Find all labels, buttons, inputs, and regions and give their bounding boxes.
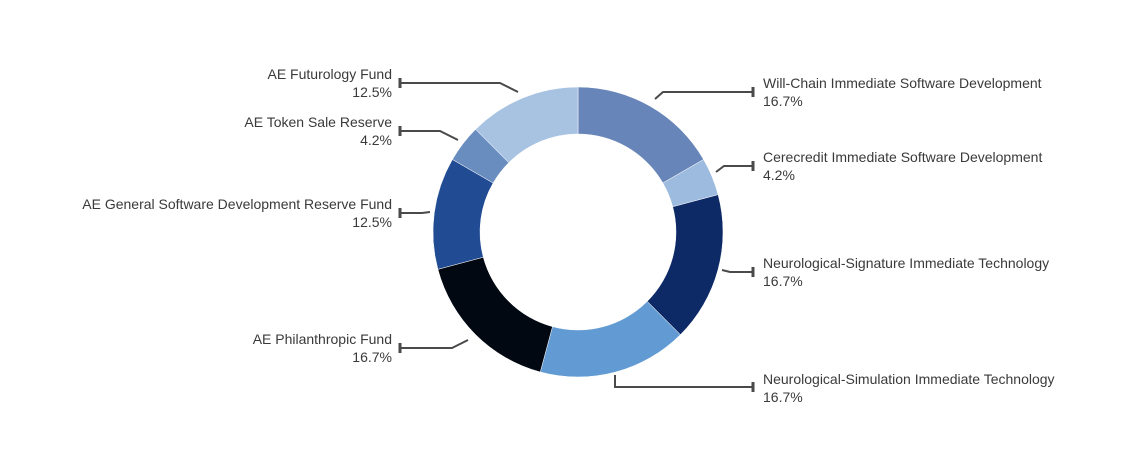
leader-line-ae-futurology-fund bbox=[400, 82, 519, 93]
leader-line-ae-general-software-development-reserve-fund bbox=[400, 211, 431, 214]
leader-line-ae-philanthropic-fund bbox=[400, 339, 469, 349]
slice-percent-ae-token-sale-reserve: 4.2% bbox=[360, 132, 392, 148]
leader-line-neurological-signature-immediate-technology bbox=[721, 269, 753, 273]
leader-cap-will-chain-immediate-software-development bbox=[751, 87, 755, 97]
slice-label-cerecredit-immediate-software-development: Cerecredit Immediate Software Developmen… bbox=[763, 149, 1042, 165]
leader-line-neurological-simulation-immediate-technology bbox=[614, 375, 753, 388]
leader-cap-ae-token-sale-reserve bbox=[398, 126, 402, 136]
labels-layer: Will-Chain Immediate Software Developmen… bbox=[82, 66, 1054, 405]
slice-label-neurological-signature-immediate-technology: Neurological-Signature Immediate Technol… bbox=[763, 255, 1049, 271]
slice-percent-neurological-simulation-immediate-technology: 16.7% bbox=[763, 389, 803, 405]
leader-line-will-chain-immediate-software-development bbox=[654, 91, 753, 100]
slice-ae-philanthropic-fund bbox=[437, 256, 553, 373]
leader-cap-ae-futurology-fund bbox=[398, 78, 402, 88]
slice-label-ae-philanthropic-fund: AE Philanthropic Fund bbox=[253, 331, 392, 347]
slice-label-ae-general-software-development-reserve-fund: AE General Software Development Reserve … bbox=[82, 196, 392, 212]
slice-percent-ae-philanthropic-fund: 16.7% bbox=[352, 349, 392, 365]
leader-line-ae-token-sale-reserve bbox=[400, 130, 459, 141]
slice-label-neurological-simulation-immediate-technology: Neurological-Simulation Immediate Techno… bbox=[763, 371, 1055, 387]
slice-ae-futurology-fund bbox=[475, 86, 579, 163]
slice-will-chain-immediate-software-development bbox=[577, 86, 704, 184]
leader-line-cerecredit-immediate-software-development bbox=[715, 165, 753, 173]
leader-cap-neurological-signature-immediate-technology bbox=[751, 267, 755, 277]
slice-percent-cerecredit-immediate-software-development: 4.2% bbox=[763, 167, 795, 183]
slice-label-will-chain-immediate-software-development: Will-Chain Immediate Software Developmen… bbox=[763, 75, 1042, 91]
leader-cap-ae-general-software-development-reserve-fund bbox=[398, 208, 402, 218]
slice-percent-will-chain-immediate-software-development: 16.7% bbox=[763, 93, 803, 109]
leader-cap-neurological-simulation-immediate-technology bbox=[751, 382, 755, 392]
slice-percent-ae-futurology-fund: 12.5% bbox=[352, 84, 392, 100]
slice-percent-ae-general-software-development-reserve-fund: 12.5% bbox=[352, 214, 392, 230]
slice-label-ae-token-sale-reserve: AE Token Sale Reserve bbox=[244, 114, 392, 130]
slice-label-ae-futurology-fund: AE Futurology Fund bbox=[267, 66, 392, 82]
slices-layer bbox=[432, 86, 724, 378]
leader-cap-ae-philanthropic-fund bbox=[398, 343, 402, 353]
leaders-layer bbox=[398, 78, 755, 392]
slice-percent-neurological-signature-immediate-technology: 16.7% bbox=[763, 273, 803, 289]
leader-cap-cerecredit-immediate-software-development bbox=[751, 161, 755, 171]
